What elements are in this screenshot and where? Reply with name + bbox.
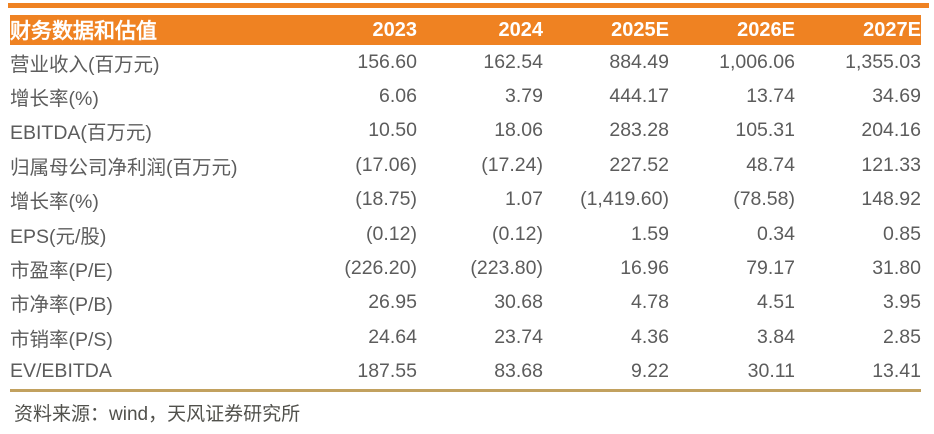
column-header-2027E: 2027E xyxy=(795,15,921,45)
cell-value: 34.69 xyxy=(872,85,921,108)
cell-value: 79.17 xyxy=(746,257,795,280)
cell-value: (0.12) xyxy=(492,222,543,245)
cell-value: (223.80) xyxy=(470,257,543,280)
cell-value: 156.60 xyxy=(357,50,417,73)
cell-value: 105.31 xyxy=(735,119,795,142)
cell-value: 16.96 xyxy=(620,257,669,280)
row-label: 增长率(%) xyxy=(10,191,99,214)
cell-value: 9.22 xyxy=(631,360,669,383)
cell-value: 283.28 xyxy=(609,119,669,142)
table-row: 市销率(P/S) 24.64 23.74 4.36 3.84 2.85 xyxy=(10,320,921,354)
table-body: 营业收入(百万元) 156.60 162.54 884.49 1,006.06 1,355… xyxy=(10,45,921,389)
column-header-2023: 2023 xyxy=(291,15,417,45)
cell-value: 204.16 xyxy=(861,119,921,142)
cell-value: 1.59 xyxy=(631,222,669,245)
table-row: EPS(元/股) (0.12) (0.12) 1.59 0.34 0.85 xyxy=(10,217,921,251)
table-row: 归属母公司净利润(百万元) (17.06) (17.24) 227.52 48.74 12… xyxy=(10,148,921,182)
cell-value: (18.75) xyxy=(355,188,417,211)
table-row: EV/EBITDA 187.55 83.68 9.22 30.11 13.41 xyxy=(10,355,921,389)
column-header-2025E: 2025E xyxy=(543,15,669,45)
cell-value: 3.84 xyxy=(757,325,795,348)
cell-value: 0.34 xyxy=(757,222,795,245)
cell-value: (78.58) xyxy=(733,188,795,211)
cell-value: 48.74 xyxy=(746,153,795,176)
table-title: 财务数据和估值 xyxy=(10,15,291,45)
row-label: EV/EBITDA xyxy=(10,360,112,383)
cell-value: 23.74 xyxy=(494,325,543,348)
cell-value: 4.51 xyxy=(757,291,795,314)
cell-value: 3.79 xyxy=(505,85,543,108)
column-header-2026E: 2026E xyxy=(669,15,795,45)
cell-value: 26.95 xyxy=(368,291,417,314)
cell-value: 1,355.03 xyxy=(845,50,921,73)
cell-value: 187.55 xyxy=(357,360,417,383)
cell-value: 24.64 xyxy=(368,325,417,348)
cell-value: 6.06 xyxy=(379,85,417,108)
cell-value: 1,006.06 xyxy=(719,50,795,73)
cell-value: 13.41 xyxy=(872,360,921,383)
cell-value: 2.85 xyxy=(883,325,921,348)
cell-value: 18.06 xyxy=(494,119,543,142)
financial-table: 财务数据和估值 2023 2024 2025E 2026E 2027E 营业收入(百万元)… xyxy=(10,15,921,389)
cell-value: 10.50 xyxy=(368,119,417,142)
cell-value: 31.80 xyxy=(872,257,921,280)
top-accent-line xyxy=(8,3,929,8)
cell-value: 884.49 xyxy=(609,50,669,73)
cell-value: 83.68 xyxy=(494,360,543,383)
cell-value: (1,419.60) xyxy=(580,188,669,211)
table-row: 市净率(P/B) 26.95 30.68 4.78 4.51 3.95 xyxy=(10,286,921,320)
cell-value: 1.07 xyxy=(505,188,543,211)
row-label: 市盈率(P/E) xyxy=(10,260,113,283)
table-row: 市盈率(P/E) (226.20) (223.80) 16.96 79.17 31.80 xyxy=(10,251,921,285)
cell-value: 4.78 xyxy=(631,291,669,314)
cell-value: 3.95 xyxy=(883,291,921,314)
cell-value: 4.36 xyxy=(631,325,669,348)
cell-value: 162.54 xyxy=(483,50,543,73)
cell-value: 121.33 xyxy=(861,153,921,176)
cell-value: 444.17 xyxy=(609,85,669,108)
row-label: EBITDA(百万元) xyxy=(10,122,152,145)
row-label: 市销率(P/S) xyxy=(10,328,113,351)
cell-value: 13.74 xyxy=(746,85,795,108)
cell-value: (226.20) xyxy=(344,257,417,280)
row-label: 市净率(P/B) xyxy=(10,294,113,317)
cell-value: (0.12) xyxy=(366,222,417,245)
column-header-2024: 2024 xyxy=(417,15,543,45)
table-header-row: 财务数据和估值 2023 2024 2025E 2026E 2027E xyxy=(10,15,921,45)
cell-value: 0.85 xyxy=(883,222,921,245)
row-label: EPS(元/股) xyxy=(10,225,107,248)
footer-divider-line xyxy=(10,389,921,392)
row-label: 增长率(%) xyxy=(10,88,99,111)
source-note: 资料来源：wind，天风证券研究所 xyxy=(14,404,301,425)
cell-value: (17.06) xyxy=(355,153,417,176)
cell-value: 30.68 xyxy=(494,291,543,314)
cell-value: 30.11 xyxy=(747,360,795,383)
row-label: 归属母公司净利润(百万元) xyxy=(10,156,238,179)
row-label: 营业收入(百万元) xyxy=(10,53,160,76)
cell-value: 227.52 xyxy=(609,153,669,176)
table-row: EBITDA(百万元) 10.50 18.06 283.28 105.31 204.16 xyxy=(10,114,921,148)
cell-value: (17.24) xyxy=(481,153,543,176)
cell-value: 148.92 xyxy=(861,188,921,211)
table-row: 营业收入(百万元) 156.60 162.54 884.49 1,006.06 1,355… xyxy=(10,45,921,79)
table-row: 增长率(%) (18.75) 1.07 (1,419.60) (78.58) 148.92 xyxy=(10,183,921,217)
table-row: 增长率(%) 6.06 3.79 444.17 13.74 34.69 xyxy=(10,79,921,113)
